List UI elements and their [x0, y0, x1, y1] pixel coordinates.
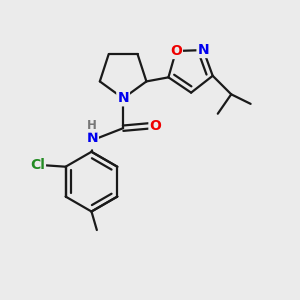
Text: H: H — [87, 119, 97, 132]
Text: O: O — [149, 119, 161, 133]
Text: N: N — [117, 91, 129, 105]
Text: Cl: Cl — [30, 158, 45, 172]
Text: N: N — [197, 43, 209, 57]
Text: O: O — [170, 44, 182, 58]
Text: N: N — [86, 131, 98, 145]
